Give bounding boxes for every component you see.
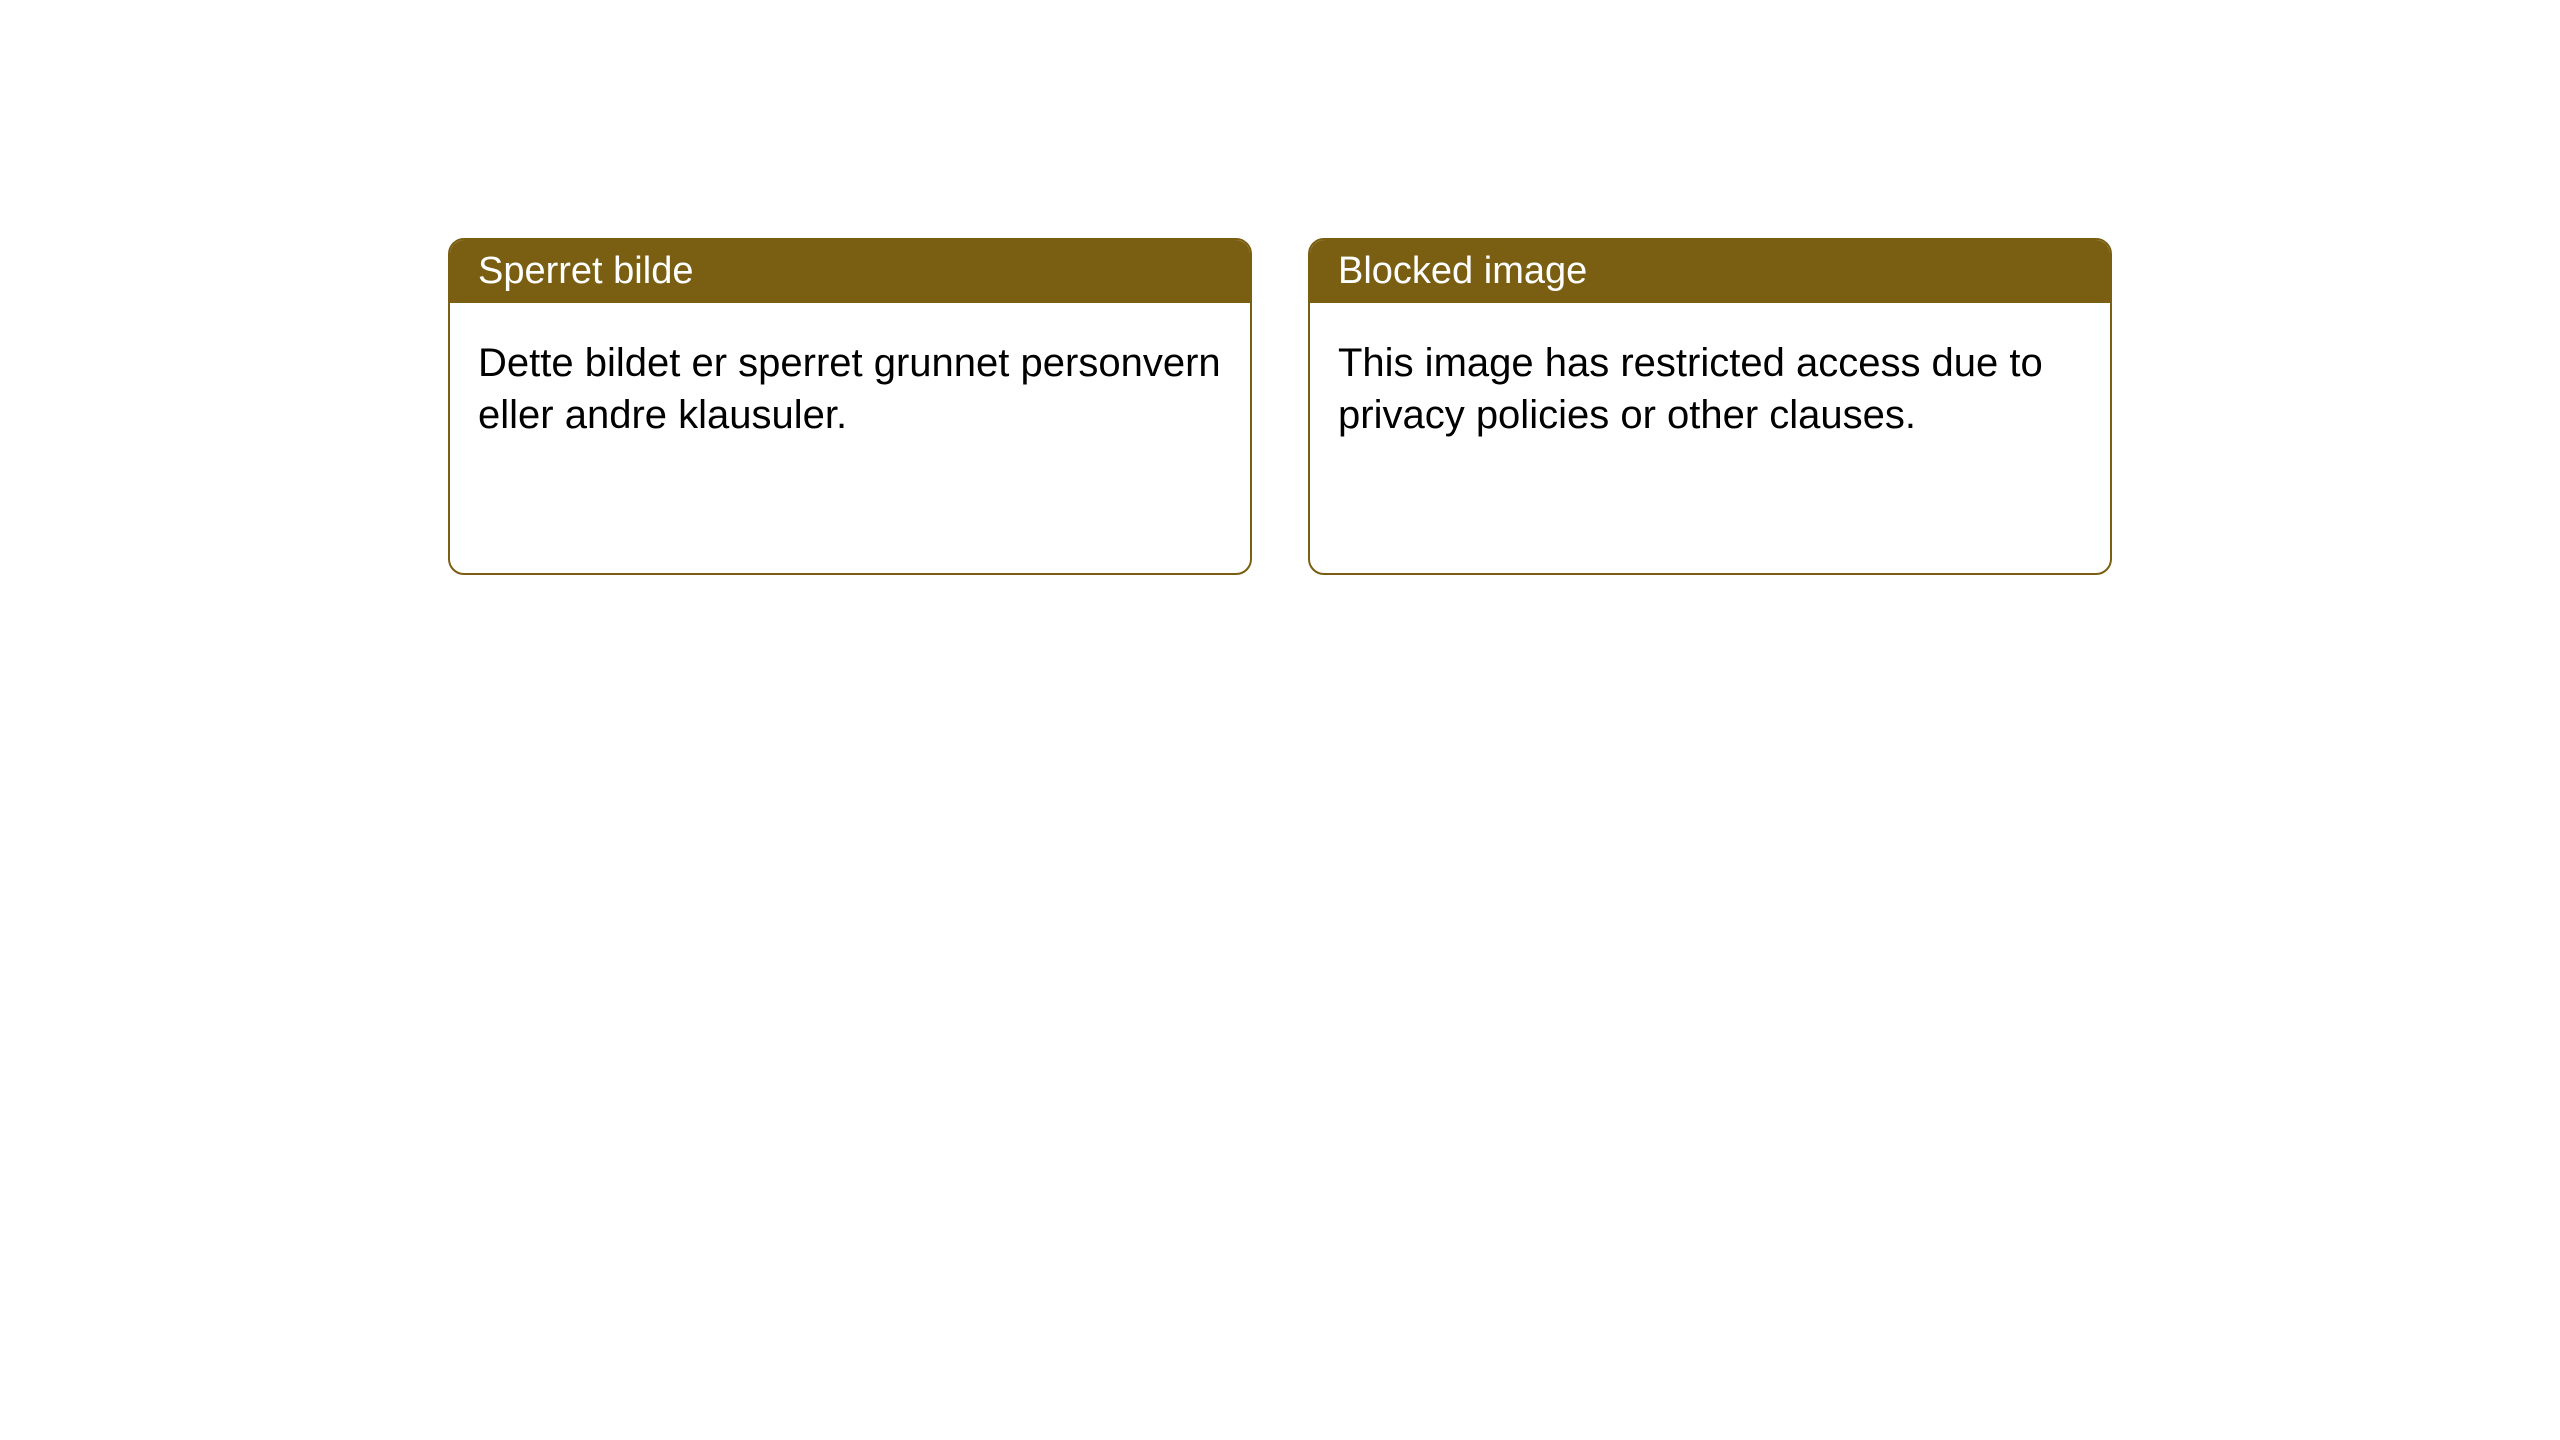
card-title-norwegian: Sperret bilde — [478, 250, 693, 292]
card-body-norwegian: Dette bildet er sperret grunnet personve… — [450, 303, 1250, 475]
card-message-english: This image has restricted access due to … — [1338, 341, 2043, 437]
card-title-english: Blocked image — [1338, 250, 1587, 292]
card-header-norwegian: Sperret bilde — [450, 240, 1250, 303]
blocked-image-card-english: Blocked image This image has restricted … — [1308, 238, 2112, 575]
card-message-norwegian: Dette bildet er sperret grunnet personve… — [478, 341, 1221, 437]
card-body-english: This image has restricted access due to … — [1310, 303, 2110, 475]
card-header-english: Blocked image — [1310, 240, 2110, 303]
info-cards-container: Sperret bilde Dette bildet er sperret gr… — [0, 0, 2560, 575]
blocked-image-card-norwegian: Sperret bilde Dette bildet er sperret gr… — [448, 238, 1252, 575]
